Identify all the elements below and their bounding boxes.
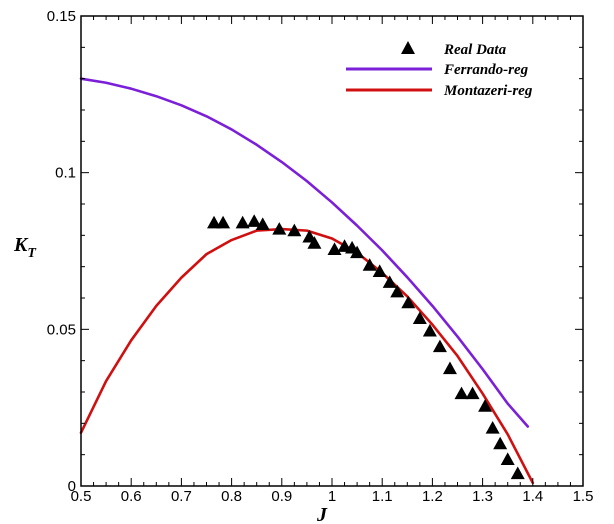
data-point-triangle — [382, 275, 397, 288]
series-line-montazeri-reg — [79, 227, 535, 485]
legend-triangle-marker — [401, 41, 415, 54]
x-tick-label: 1.2 — [422, 488, 443, 505]
x-tick-label: 0.5 — [71, 488, 92, 505]
x-axis-title: J — [316, 504, 328, 524]
series-line-ferrando-reg — [79, 77, 530, 428]
data-point-triangle — [510, 466, 525, 480]
data-point-triangle — [493, 436, 508, 450]
data-point-triangle — [454, 386, 469, 400]
y-axis-title-subscript: T — [27, 246, 37, 261]
x-tick-label: 1.3 — [472, 488, 493, 505]
data-point-triangle — [390, 284, 405, 298]
data-point-triangle — [216, 215, 231, 229]
x-tick-label: 0.8 — [221, 488, 242, 505]
legend-label-real-data: Real Data — [443, 42, 507, 58]
data-point-triangle — [412, 311, 427, 324]
y-tick-label: 0 — [68, 478, 76, 495]
data-point-triangle — [478, 399, 493, 412]
y-tick-label: 0.05 — [47, 321, 76, 338]
plot-area — [79, 77, 535, 485]
data-point-triangle — [255, 217, 270, 230]
x-tick-label: 0.7 — [171, 488, 192, 505]
legend-item-ferrando-reg: Ferrando-reg — [346, 62, 529, 78]
x-tick-label: 1.4 — [522, 488, 543, 505]
legend-label-ferrando-reg: Ferrando-reg — [443, 62, 529, 78]
y-axis-title-main: K — [13, 234, 29, 256]
legend-item-montazeri-reg: Montazeri-reg — [346, 83, 533, 99]
data-point-triangle — [401, 295, 416, 309]
y-axis-title: KT — [13, 234, 37, 261]
x-tick-label: 1 — [328, 488, 336, 505]
data-point-triangle — [247, 214, 262, 227]
data-point-triangle — [350, 245, 365, 259]
data-point-triangle — [372, 264, 387, 277]
data-point-triangle — [500, 452, 515, 465]
x-tick-label: 0.9 — [271, 488, 292, 505]
axes: 0.5 0.6 0.7 0.8 0.9 1 1.1 1.2 1.3 1.4 1.5 0 0.05 0.1 0… — [47, 8, 594, 505]
data-point-triangle — [207, 215, 222, 229]
legend: Real Data Ferrando-reg Montazeri-reg — [346, 41, 533, 99]
data-point-triangle — [235, 215, 250, 229]
y-tick-label: 0.15 — [47, 8, 76, 25]
legend-label-montazeri-reg: Montazeri-reg — [443, 83, 533, 99]
data-point-triangle — [362, 258, 377, 271]
x-tick-label: 1.5 — [573, 488, 594, 505]
data-point-triangle — [422, 323, 437, 337]
x-tick-label: 1.1 — [372, 488, 393, 505]
data-point-triangle — [442, 361, 457, 375]
data-point-triangle — [432, 339, 447, 353]
y-tick-label: 0.1 — [55, 165, 76, 182]
data-point-triangle — [307, 236, 322, 249]
data-point-triangle — [287, 223, 302, 237]
data-point-triangle — [272, 222, 287, 235]
x-tick-label: 0.6 — [121, 488, 142, 505]
legend-item-real-data: Real Data — [401, 41, 507, 58]
data-point-triangle — [465, 386, 480, 400]
data-point-triangle — [485, 421, 500, 434]
